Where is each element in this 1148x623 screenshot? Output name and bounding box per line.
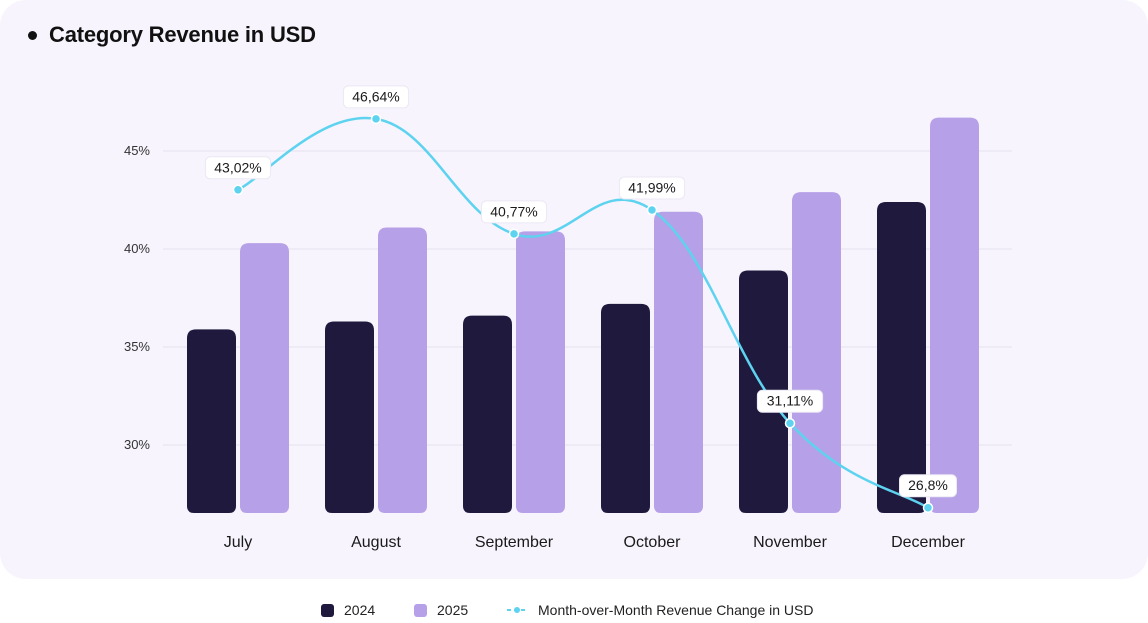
line-point-october (646, 204, 658, 216)
x-tick-label: November (753, 534, 827, 551)
y-tick-label: 40% (124, 241, 150, 256)
x-tick-label: September (475, 534, 554, 551)
data-label: 41,99% (628, 179, 675, 195)
data-label-box (342, 85, 410, 109)
bar-2025-august (378, 227, 427, 513)
data-label-box (204, 156, 272, 180)
data-label-box (756, 389, 824, 413)
data-label: 46,64% (352, 88, 399, 104)
data-label: 26,8% (908, 477, 948, 493)
bar-2024-july (187, 329, 236, 513)
bar-2024-august (325, 321, 374, 513)
line-mom-change (236, 116, 930, 509)
bar-2025-december (930, 117, 979, 514)
line-point-september (508, 228, 520, 240)
data-label-box (618, 176, 686, 200)
y-tick-label: 35% (124, 339, 150, 354)
bar-2024-september (463, 315, 512, 513)
chart-legend: 2024 2025 Month-over-Month Revenue Chang… (0, 598, 1148, 622)
legend-item-2024[interactable]: 2024 (321, 598, 375, 622)
x-tick-label: December (891, 534, 965, 551)
legend-label-2025: 2025 (437, 602, 469, 618)
legend-swatch-2024 (321, 603, 334, 617)
line-point-august (370, 113, 382, 125)
data-label: 40,77% (490, 203, 537, 219)
data-label: 31,11% (767, 393, 813, 409)
y-tick-label: 30% (124, 437, 150, 452)
legend-swatch-2025 (414, 603, 427, 617)
bar-2025-september (516, 231, 565, 514)
chart-plot: 30% 35% 40% 45% July August September October No… (124, 85, 1012, 551)
x-tick-label: August (351, 534, 401, 551)
data-label-box (899, 474, 957, 498)
chart-title-row: Category Revenue in USD (28, 22, 316, 48)
bar-2024-december (877, 201, 926, 513)
legend-item-2025[interactable]: 2025 (414, 598, 468, 622)
data-label-box (480, 200, 548, 224)
line-point-july (232, 184, 244, 196)
y-tick-label: 45% (124, 143, 150, 158)
legend-line-swatch-icon (507, 607, 527, 613)
legend-label-mom-change: Month-over-Month Revenue Change in USD (538, 602, 814, 618)
legend-item-mom-change[interactable]: Month-over-Month Revenue Change in USD (506, 598, 813, 622)
line-point-december (922, 502, 934, 513)
legend-label-2024: 2024 (344, 602, 376, 618)
line-point-november (784, 417, 796, 429)
bar-2025-october (654, 211, 703, 513)
title-bullet-icon (28, 30, 37, 40)
bar-2025-november (792, 192, 841, 513)
data-label: 43,02% (214, 159, 261, 175)
bar-2025-july (240, 243, 289, 513)
x-tick-label: July (224, 534, 252, 551)
x-tick-label: October (624, 534, 682, 551)
bar-2024-october (601, 303, 650, 513)
chart-title: Category Revenue in USD (49, 22, 316, 47)
